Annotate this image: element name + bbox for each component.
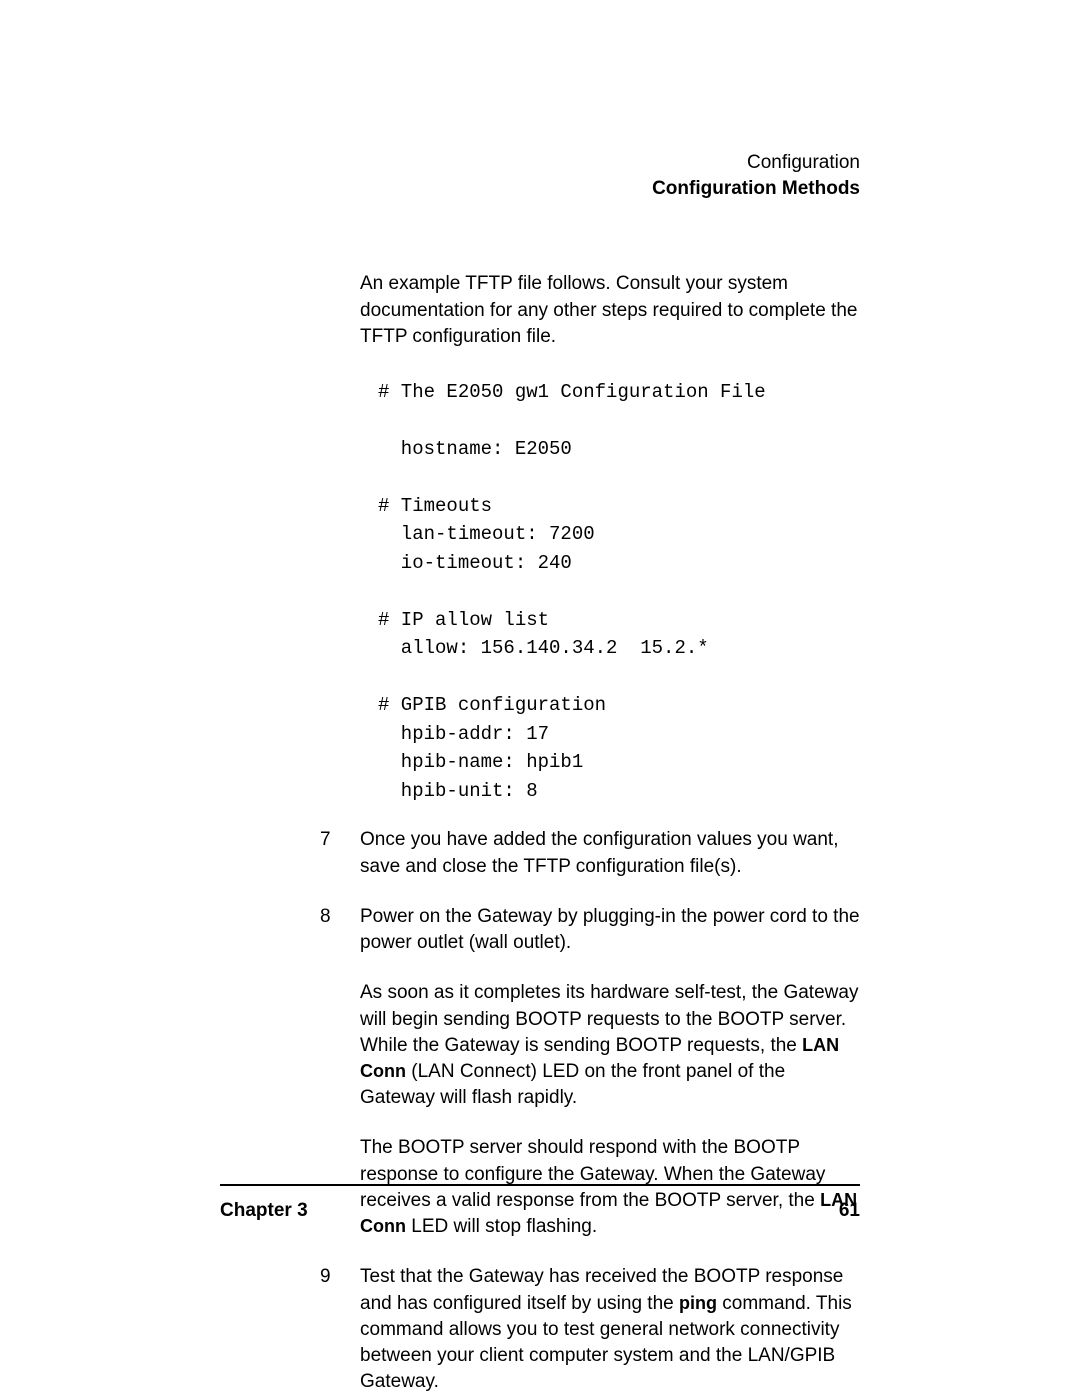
list-item-number: 9	[320, 1264, 331, 1290]
list-item-paragraph: Power on the Gateway by plugging-in the …	[360, 904, 860, 956]
bold-run: LAN Conn	[360, 1035, 839, 1081]
list-item: 7Once you have added the configuration v…	[360, 827, 860, 879]
footer-page-number: 61	[839, 1200, 860, 1222]
bold-run: ping	[679, 1293, 717, 1313]
list-item-number: 8	[320, 904, 331, 930]
list-item-paragraph: Once you have added the configuration va…	[360, 827, 860, 879]
footer-chapter: Chapter 3	[220, 1200, 308, 1222]
page: Configuration Configuration Methods An e…	[0, 0, 1080, 1397]
footer-row: Chapter 3 61	[220, 1200, 860, 1222]
header-line-2: Configuration Methods	[220, 176, 860, 202]
list-item: 9Test that the Gateway has received the …	[360, 1264, 860, 1395]
footer-rule	[220, 1184, 860, 1186]
list-item-paragraph: Test that the Gateway has received the B…	[360, 1264, 860, 1395]
list-item-number: 7	[320, 827, 331, 853]
page-footer: Chapter 3 61	[220, 1184, 860, 1222]
numbered-list: 7Once you have added the configuration v…	[360, 827, 860, 1395]
header-line-1: Configuration	[220, 150, 860, 176]
body-content: An example TFTP file follows. Consult yo…	[360, 271, 860, 1395]
intro-paragraph: An example TFTP file follows. Consult yo…	[360, 271, 860, 350]
code-block: # The E2050 gw1 Configuration File hostn…	[378, 378, 860, 806]
list-item-paragraph: As soon as it completes its hardware sel…	[360, 980, 860, 1111]
page-header: Configuration Configuration Methods	[220, 150, 860, 201]
